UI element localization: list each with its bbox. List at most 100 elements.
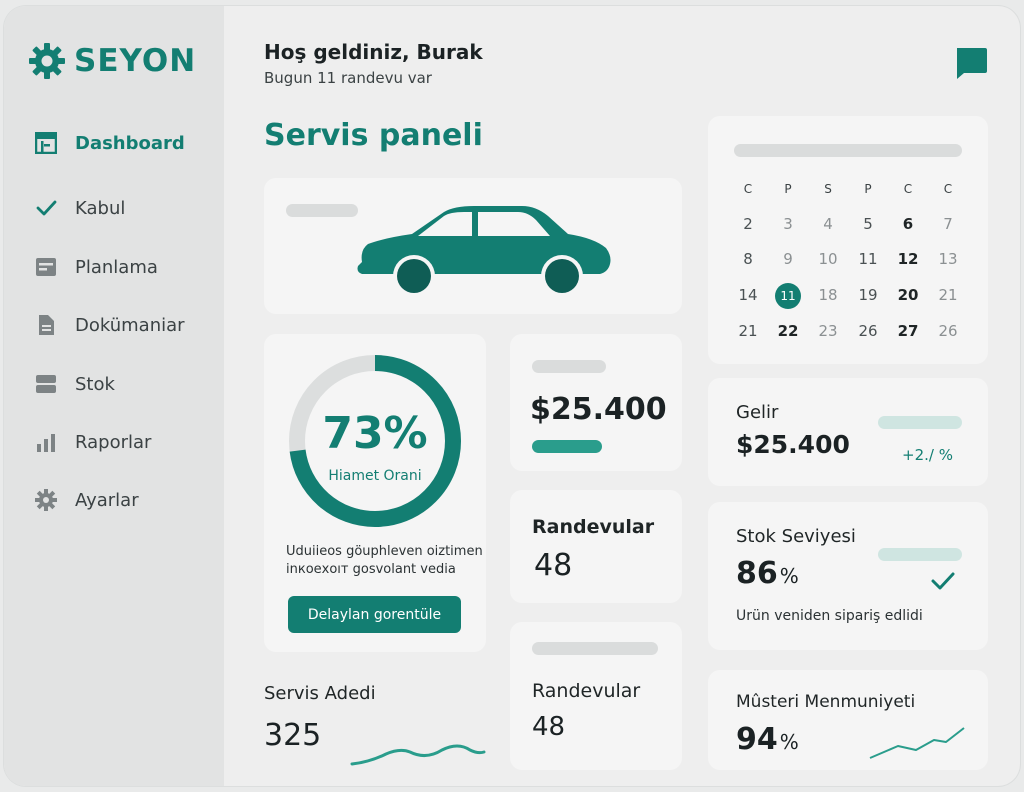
sidebar-item-raporlar[interactable]: Raporlar: [34, 427, 151, 457]
calendar-day[interactable]: 21: [738, 322, 758, 340]
stock-level-note: Urün veniden sipariş edlidi: [736, 608, 923, 624]
sidebar-item-label: Ayarlar: [75, 489, 139, 511]
gear-logo-icon: [29, 43, 65, 79]
calendar-day[interactable]: 18: [818, 286, 838, 304]
sidebar-item-label: Stok: [75, 373, 115, 395]
calendar-day[interactable]: 7: [943, 215, 953, 233]
appointments-label: Randevular: [532, 516, 655, 538]
sidebar-item-label: Planlama: [75, 256, 158, 278]
placeholder-bar: [532, 360, 606, 373]
calendar-card: C P S P C C 2 3 4 5 6 7 8 9 10 11 12 13 14 11 18 19 20 21 21 22 23…: [708, 116, 988, 364]
calendar-day[interactable]: 11: [770, 281, 806, 309]
calendar-day[interactable]: 21: [938, 286, 958, 304]
calendar-day[interactable]: 10: [818, 250, 838, 268]
stock-level-unit: %: [779, 564, 799, 588]
logo[interactable]: SEYON: [28, 42, 196, 80]
planning-icon: [34, 255, 58, 279]
calendar-day[interactable]: 6: [902, 215, 914, 233]
calendar-day[interactable]: 26: [858, 322, 878, 340]
customer-satisfaction-card: Mûsteri Menmuniyeti 94%: [708, 670, 988, 770]
calendar-day[interactable]: 5: [863, 215, 873, 233]
amount-card: $25.400: [510, 334, 682, 471]
calendar-day[interactable]: 11: [858, 250, 878, 268]
calendar-day[interactable]: 9: [783, 250, 793, 268]
calendar-day[interactable]: 3: [783, 215, 793, 233]
brand-name: SEYON: [74, 43, 197, 79]
revenue-value: $25.400: [736, 430, 850, 459]
service-rate-card: 73% Hiamet Orani Uduiieos göuphleven oiz…: [264, 334, 486, 652]
accent-bar: [532, 440, 602, 453]
calendar-day[interactable]: 8: [743, 250, 753, 268]
calendar-weekday: P: [784, 182, 792, 196]
appointments-value: 48: [534, 548, 573, 583]
calendar-selected-day[interactable]: 11: [775, 283, 801, 309]
revenue-card: Gelir $25.400 +2./ %: [708, 378, 988, 486]
stock-icon: [34, 372, 58, 396]
placeholder-bar: [532, 642, 658, 655]
page-title: Servis paneli: [264, 118, 483, 153]
stock-level-value: 86: [736, 556, 778, 591]
main-content: Hoş geldiniz, Burak Bugun 11 randevu var…: [224, 6, 1020, 786]
calendar-day[interactable]: 23: [818, 322, 838, 340]
calendar-weekday: S: [824, 182, 832, 196]
sidebar-item-label: Kabul: [75, 197, 126, 219]
sidebar-item-dashboard[interactable]: Dashboard: [34, 128, 185, 158]
calendar-weekday: P: [864, 182, 872, 196]
app-window: SEYON Dashboard Kabul Planlama Dokümania: [4, 6, 1020, 786]
gear-icon: [34, 488, 58, 512]
car-icon: [357, 206, 611, 297]
view-details-button[interactable]: Delaylan gorentüle: [288, 596, 461, 633]
calendar-day[interactable]: 20: [897, 286, 919, 304]
customer-satisfaction-unit: %: [779, 730, 799, 754]
appointments-value: 48: [532, 712, 566, 742]
calendar-weekday: C: [903, 182, 913, 196]
chat-button[interactable]: [954, 46, 988, 84]
calendar-day[interactable]: 14: [738, 286, 758, 304]
revenue-bar: [878, 416, 962, 429]
sidebar-item-planlama[interactable]: Planlama: [34, 252, 158, 282]
calendar-day[interactable]: 27: [897, 322, 919, 340]
calendar-day[interactable]: 2: [743, 215, 753, 233]
calendar-day[interactable]: 4: [823, 215, 833, 233]
sidebar-item-kabul[interactable]: Kabul: [34, 193, 125, 223]
customer-satisfaction-value: 94: [736, 722, 778, 757]
service-count-label: Servis Adedi: [264, 683, 376, 704]
satisfaction-trend-sparkline: [869, 727, 965, 759]
calendar-day[interactable]: 12: [897, 250, 919, 268]
gauge-description-line1: Uduiieos göuphleven oiztimen: [286, 544, 483, 559]
service-count-value: 325: [264, 718, 322, 753]
bar-chart-icon: [34, 430, 58, 454]
service-trend-sparkline: [350, 744, 486, 766]
appointments-label: Randevular: [532, 680, 641, 702]
calendar-day[interactable]: 22: [777, 322, 799, 340]
revenue-label: Gelir: [736, 402, 779, 423]
amount-value: $25.400: [530, 392, 667, 427]
calendar-weekday: C: [943, 182, 953, 196]
customer-satisfaction-label: Mûsteri Menmuniyeti: [736, 692, 916, 712]
greeting-subtitle: Bugun 11 randevu var: [264, 69, 432, 87]
stock-level-bar: [878, 548, 962, 561]
appointments-card: Randevular 48: [510, 490, 682, 603]
sidebar-item-ayarlar[interactable]: Ayarlar: [34, 485, 139, 515]
gauge-value: 73%: [322, 408, 428, 459]
stock-level-card: Stok Seviyesi 86% Urün veniden sipariş e…: [708, 502, 988, 650]
sidebar-item-stok[interactable]: Stok: [34, 369, 115, 399]
vehicle-card[interactable]: [264, 178, 682, 314]
gauge-progress-arc: [289, 355, 461, 527]
gauge-description-line2: inкoeхoıт gosvolant vedia: [286, 562, 456, 577]
greeting: Hoş geldiniz, Burak: [264, 40, 483, 64]
calendar-day[interactable]: 19: [858, 286, 878, 304]
sidebar-item-label: Dokümaniar: [75, 314, 185, 336]
revenue-change: +2./ %: [902, 446, 953, 464]
sidebar-item-dokumaniar[interactable]: Dokümaniar: [34, 310, 185, 340]
calendar-day[interactable]: 13: [938, 250, 958, 268]
appointments-card-secondary: Randevular 48: [510, 622, 682, 770]
chat-icon: [957, 48, 987, 79]
stock-level-value-group: 86%: [736, 556, 799, 591]
calendar-day[interactable]: 26: [938, 322, 958, 340]
document-icon: [34, 313, 58, 337]
dashboard-icon: [34, 131, 58, 155]
check-icon: [931, 572, 955, 590]
gauge-chart: [289, 355, 461, 527]
calendar-weekday: C: [743, 182, 753, 196]
